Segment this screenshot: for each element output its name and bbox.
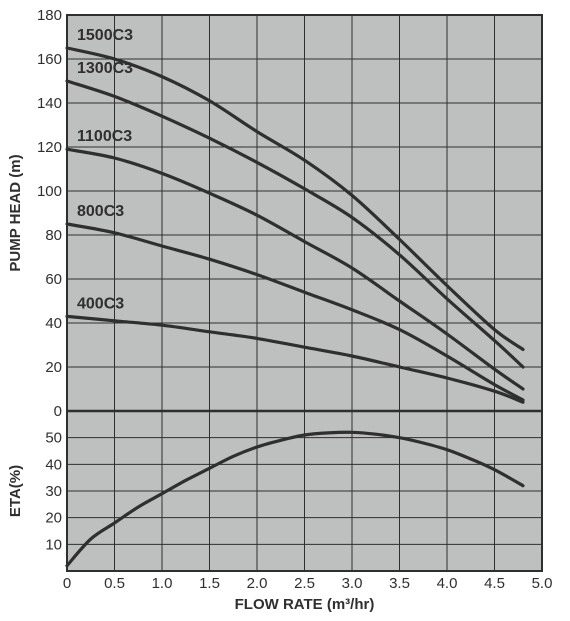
eta-y-tick-label-10: 10 <box>45 536 62 553</box>
x-tick-label-1.0: 1.0 <box>152 575 173 592</box>
curve-1300c3 <box>65 79 525 369</box>
head-y-tick-label-40: 40 <box>45 315 62 332</box>
plot-frame <box>66 14 543 572</box>
x-tick-label-3.0: 3.0 <box>342 575 363 592</box>
curve-label-400c3: 400C3 <box>77 295 124 312</box>
head-axis-title: PUMP HEAD (m) <box>7 154 24 271</box>
x-tick-label-2.5: 2.5 <box>294 575 315 592</box>
eta-y-tick-label-30: 30 <box>45 483 62 500</box>
head-y-tick-label-100: 100 <box>37 183 62 200</box>
head-y-tick-label-20: 20 <box>45 359 62 376</box>
flow-rate-axis-title: FLOW RATE (m³/hr) <box>235 596 375 613</box>
x-tick-label-5.0: 5.0 <box>532 575 553 592</box>
curve-1100c3 <box>65 147 525 391</box>
eta-y-tick-label-20: 20 <box>45 510 62 527</box>
head-y-tick-label-140: 140 <box>37 95 62 112</box>
curve-label-1500c3: 1500C3 <box>77 27 133 44</box>
x-tick-label-0.5: 0.5 <box>104 575 125 592</box>
head-y-tick-label-120: 120 <box>37 139 62 156</box>
x-tick-label-4.0: 4.0 <box>437 575 458 592</box>
curve-800c3 <box>65 222 525 402</box>
curve-400c3 <box>65 314 525 404</box>
eta-y-tick-label-50: 50 <box>45 430 62 447</box>
x-tick-label-1.5: 1.5 <box>199 575 220 592</box>
curve-label-800c3: 800C3 <box>77 203 124 220</box>
x-tick-label-4.5: 4.5 <box>484 575 505 592</box>
head-y-tick-label-160: 160 <box>37 51 62 68</box>
eta-axis-title: ETA(%) <box>7 465 24 517</box>
curve-1500c3 <box>65 46 525 351</box>
head-y-tick-label-80: 80 <box>45 227 62 244</box>
curve-eta <box>65 430 525 568</box>
head-y-tick-label-0: 0 <box>54 403 62 420</box>
eta-y-tick-label-40: 40 <box>45 456 62 473</box>
curve-label-1300c3: 1300C3 <box>77 60 133 77</box>
head-y-tick-label-180: 180 <box>37 7 62 24</box>
head-y-tick-label-60: 60 <box>45 271 62 288</box>
x-tick-label-2.0: 2.0 <box>247 575 268 592</box>
curve-label-1100c3: 1100C3 <box>77 128 132 145</box>
x-tick-label-0: 0 <box>63 575 71 592</box>
x-tick-label-3.5: 3.5 <box>389 575 410 592</box>
